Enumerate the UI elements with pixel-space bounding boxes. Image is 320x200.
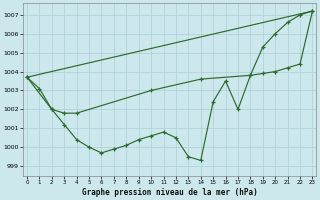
X-axis label: Graphe pression niveau de la mer (hPa): Graphe pression niveau de la mer (hPa) xyxy=(82,188,258,197)
